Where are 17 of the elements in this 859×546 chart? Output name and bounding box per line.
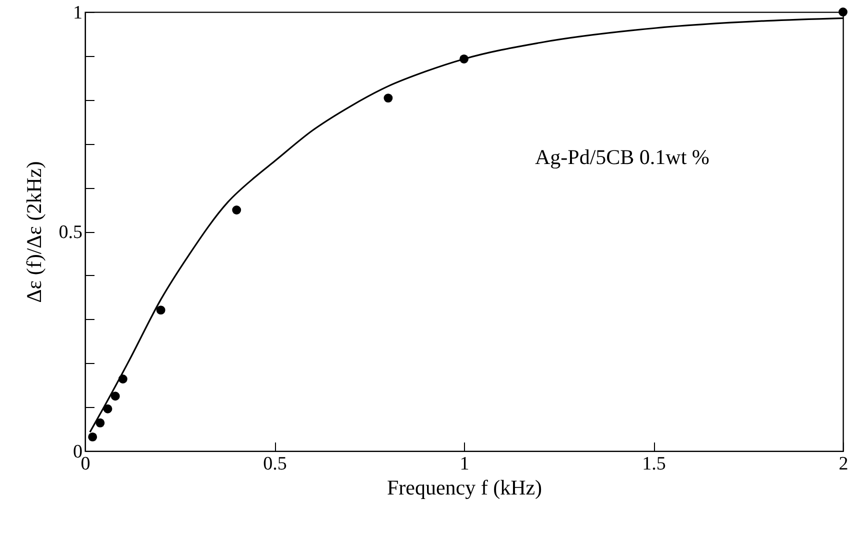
x-tick-label: 1.5 [642, 454, 666, 474]
x-tick-label: 2 [838, 454, 848, 474]
point [103, 404, 112, 414]
x-tick-label: 0.5 [263, 454, 287, 474]
point [384, 94, 393, 103]
annotation: Ag-Pd/5CB 0.1wt % [535, 145, 710, 169]
x-axis-title: Frequency f (kHz) [386, 476, 542, 500]
y-axis-title: Δε (f)/Δε (2kHz) [22, 161, 46, 303]
point [110, 392, 120, 401]
point [96, 418, 105, 428]
y-tick-label: 1 [73, 2, 82, 24]
point [838, 8, 848, 16]
x-tick-label: 1 [460, 454, 470, 474]
point [156, 306, 166, 315]
point [88, 432, 98, 442]
point [232, 206, 242, 214]
y-tick-label: 0.5 [58, 222, 82, 243]
